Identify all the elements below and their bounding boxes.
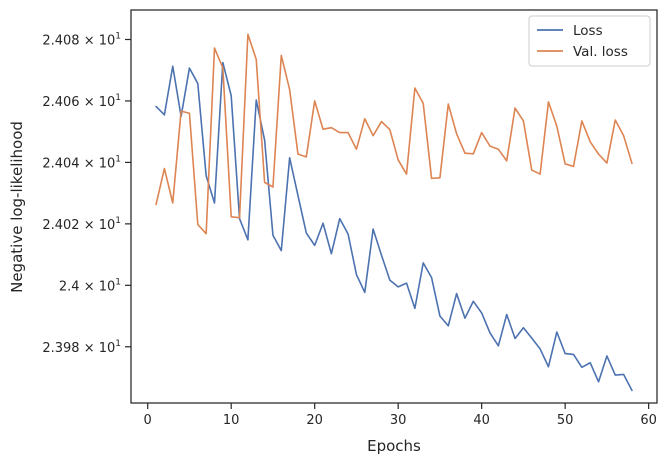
x-axis: 0 10 20 30 40 50 60: [144, 403, 657, 428]
x-tick-label: 60: [640, 413, 657, 428]
x-tick-label: 20: [306, 413, 323, 428]
series-line-val-loss: [155, 33, 633, 235]
y-tick-label: 2.4 × 101: [59, 277, 121, 294]
y-tick-label: 2.406 × 101: [42, 93, 121, 110]
x-tick-label: 10: [223, 413, 240, 428]
y-tick-label: 2.404 × 101: [42, 154, 121, 171]
y-tick-label: 2.408 × 101: [42, 31, 121, 48]
x-tick-label: 40: [473, 413, 490, 428]
x-tick-label: 30: [390, 413, 407, 428]
plot-lines: [155, 33, 633, 392]
x-axis-label: Epochs: [367, 437, 421, 455]
y-axis: 2.398 × 101 2.4 × 101 2.402 × 101 2.404 × 1…: [42, 31, 131, 356]
y-tick-label: 2.402 × 101: [42, 216, 121, 233]
y-tick-label: 2.398 × 101: [42, 339, 121, 356]
legend-entry-label: Val. loss: [573, 44, 628, 60]
plot-frame: [130, 9, 658, 404]
legend: Loss Val. loss: [528, 15, 651, 67]
y-axis-label: Negative log-likelihood: [8, 121, 26, 293]
x-tick-label: 50: [557, 413, 574, 428]
legend-box: [528, 15, 651, 67]
series-line-loss: [155, 61, 633, 392]
x-tick-label: 0: [144, 413, 152, 428]
legend-entry-label: Loss: [573, 23, 603, 39]
